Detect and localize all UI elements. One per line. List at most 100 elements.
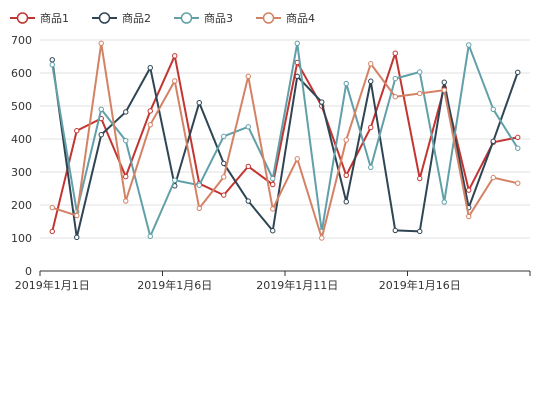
y-tick-label: 0 [25,265,32,278]
data-point[interactable] [270,206,276,212]
legend: 商品1 商品2 商品3 商品4 [10,11,315,25]
data-point[interactable] [368,78,374,84]
series-line [51,42,518,239]
data-point[interactable] [98,106,104,113]
data-point[interactable] [368,61,374,67]
data-point[interactable] [441,199,447,205]
data-point[interactable] [196,205,202,212]
data-point[interactable] [147,65,153,71]
data-point[interactable] [343,172,349,179]
legend-item-2[interactable]: 商品2 [92,11,151,25]
data-point[interactable] [343,80,349,87]
data-point[interactable] [74,128,80,134]
x-axis: 2019年1月1日 2019年1月6日 2019年1月11日 2019年1月16日 [15,270,531,292]
data-point[interactable] [515,69,521,76]
data-point[interactable] [392,75,398,82]
data-point[interactable] [245,73,251,80]
legend-item-3[interactable]: 商品3 [174,11,233,25]
y-tick-label: 500 [11,100,32,113]
data-point[interactable] [515,180,521,186]
data-point[interactable] [294,73,300,80]
data-point[interactable] [172,177,178,183]
legend-marker [262,12,275,24]
series-3 [49,40,521,240]
data-point[interactable] [221,174,227,180]
data-point[interactable] [441,87,447,93]
data-point[interactable] [172,78,178,84]
data-point[interactable] [196,100,202,106]
data-point[interactable] [172,53,178,59]
series-1 [49,50,521,235]
data-point[interactable] [245,124,251,130]
data-point[interactable] [49,204,55,211]
data-point[interactable] [196,182,202,188]
legend-marker [98,12,111,24]
series-4 [49,40,521,241]
x-tick-label: 2019年1月6日 [137,278,212,292]
data-point[interactable] [147,122,153,128]
data-point[interactable] [98,40,104,46]
y-tick-label: 200 [11,199,32,212]
data-point[interactable] [74,234,80,241]
series-line [51,42,519,238]
data-point[interactable] [515,145,521,151]
data-point[interactable] [270,181,276,188]
data-point[interactable] [466,42,472,48]
data-point[interactable] [343,199,349,205]
y-tick-label: 600 [11,67,32,80]
data-point[interactable] [245,198,251,204]
data-point[interactable] [123,109,129,115]
data-point[interactable] [417,69,423,75]
legend-marker [180,12,193,24]
data-point[interactable] [147,233,153,240]
data-point[interactable] [417,90,423,97]
data-point[interactable] [49,62,55,68]
legend-label: 商品3 [204,11,233,25]
legend-item-1[interactable]: 商品1 [10,11,69,25]
data-point[interactable] [466,213,472,220]
data-point[interactable] [490,106,496,113]
data-point[interactable] [123,173,129,180]
data-point[interactable] [392,94,398,100]
data-point[interactable] [441,79,447,85]
data-point[interactable] [368,124,374,131]
series-layer [49,40,521,241]
data-point[interactable] [74,212,80,219]
data-point[interactable] [490,138,496,145]
data-point[interactable] [270,228,276,234]
data-point[interactable] [98,132,104,138]
data-point[interactable] [123,137,129,144]
data-point[interactable] [343,137,349,143]
data-point[interactable] [221,160,227,167]
data-point[interactable] [319,235,325,241]
data-point[interactable] [490,174,496,181]
y-axis: 0 100 200 300 400 500 600 700 [11,34,32,278]
data-point[interactable] [319,99,325,105]
legend-item-4[interactable]: 商品4 [256,11,315,25]
data-point[interactable] [49,228,55,235]
data-point[interactable] [294,40,300,46]
data-point[interactable] [123,198,129,204]
y-tick-label: 300 [11,166,32,179]
data-point[interactable] [466,187,472,193]
data-point[interactable] [294,156,300,162]
data-point[interactable] [417,228,423,235]
data-point[interactable] [392,227,398,234]
legend-label: 商品2 [122,11,151,25]
data-point[interactable] [49,57,55,63]
data-point[interactable] [221,133,227,140]
data-point[interactable] [368,164,374,171]
data-point[interactable] [270,175,276,182]
data-point[interactable] [147,108,153,114]
data-point[interactable] [221,192,227,198]
data-point[interactable] [515,134,521,141]
data-point[interactable] [417,175,423,182]
legend-label: 商品4 [286,11,315,25]
data-point[interactable] [392,50,398,56]
legend-label: 商品1 [40,11,69,25]
series-line [51,59,519,239]
y-tick-label: 400 [11,133,32,146]
data-point[interactable] [245,163,251,170]
